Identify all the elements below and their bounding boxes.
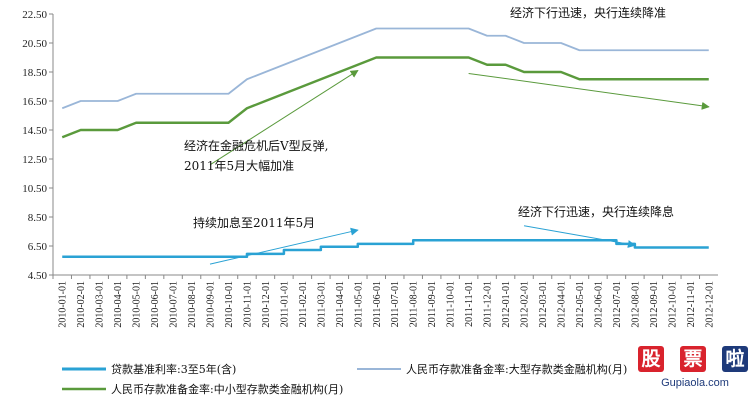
x-tick-label: 2010-11-01 xyxy=(242,281,253,327)
series-line-0 xyxy=(62,238,709,258)
x-tick-label: 2010-08-01 xyxy=(187,281,198,328)
x-tick-label: 2012-08-01 xyxy=(630,281,641,328)
x-tick-label: 2012-11-01 xyxy=(686,281,697,327)
watermark-char-piao: 票 xyxy=(680,346,706,372)
x-tick-label: 2011-09-01 xyxy=(427,281,438,327)
annotation-arrows xyxy=(209,70,710,265)
watermark-logo: 股 票 啦 Gupiaola.com xyxy=(636,346,754,400)
x-tick-label: 2011-12-01 xyxy=(483,281,494,327)
x-tick-label: 2011-11-01 xyxy=(464,281,475,327)
legend-label-small-rrr: 人民币存款准备金率:中小型存款类金融机构(月) xyxy=(111,382,343,396)
legend-item-loan-rate: 贷款基准利率:3至5年(含) xyxy=(62,362,236,376)
annotation-rate-cut: 经济下行迅速，央行连续降息 xyxy=(518,204,674,219)
x-tick-label: 2012-02-01 xyxy=(520,281,531,328)
x-tick-label: 2011-02-01 xyxy=(298,281,309,327)
watermark-url: Gupiaola.com xyxy=(661,377,729,389)
x-tick-label: 2012-10-01 xyxy=(667,281,678,328)
y-tick-label: 22.50 xyxy=(22,9,47,21)
axes xyxy=(49,13,718,279)
legend: 贷款基准利率:3至5年(含) 人民币存款准备金率:大型存款类金融机构(月) 人民… xyxy=(62,362,627,396)
x-tick-label: 2010-04-01 xyxy=(113,281,124,328)
annotation-v-rebound-line1: 经济在金融危机后V型反弹, xyxy=(184,138,328,153)
legend-label-loan-rate: 贷款基准利率:3至5年(含) xyxy=(111,362,236,376)
x-tick-label: 2012-03-01 xyxy=(538,281,549,328)
y-tick-label: 6.50 xyxy=(28,241,48,253)
legend-item-large-rrr: 人民币存款准备金率:大型存款类金融机构(月) xyxy=(357,362,627,376)
x-tick-label: 2012-05-01 xyxy=(575,281,586,328)
x-tick-label: 2011-06-01 xyxy=(372,281,383,327)
series-line-1 xyxy=(61,27,709,110)
y-tick-label: 16.50 xyxy=(22,96,47,108)
x-tick-label: 2012-06-01 xyxy=(593,281,604,328)
y-tick-label: 14.50 xyxy=(22,125,47,137)
x-tick-label: 2011-10-01 xyxy=(446,281,457,327)
x-tick-label: 2012-01-01 xyxy=(501,281,512,328)
annotation-v-rebound-line2: 2011年5月大幅加准 xyxy=(184,158,294,173)
series-line-2 xyxy=(61,56,709,139)
legend-label-large-rrr: 人民币存款准备金率:大型存款类金融机构(月) xyxy=(406,362,627,376)
annotation-rrr-cut: 经济下行迅速，央行连续降准 xyxy=(510,5,666,20)
x-tick-label: 2010-03-01 xyxy=(95,281,106,328)
x-tick-labels: 2010-01-01 2010-02-01 2010-03-01 2010-04-01… xyxy=(58,281,716,328)
y-tick-label: 18.50 xyxy=(22,67,47,79)
x-tick-label: 2010-10-01 xyxy=(224,281,235,328)
y-tick-label: 12.50 xyxy=(22,154,47,166)
y-tick-labels: 4.50 6.50 8.50 10.50 12.50 14.50 16.50 18.50 20.… xyxy=(22,9,47,282)
x-tick-label: 2011-08-01 xyxy=(409,281,420,327)
x-tick-label: 2012-07-01 xyxy=(612,281,623,328)
annotation-arrow-2 xyxy=(209,227,359,265)
x-tick-label: 2011-05-01 xyxy=(353,281,364,327)
x-tick-label: 2011-01-01 xyxy=(279,281,290,327)
x-tick-label: 2010-02-01 xyxy=(76,281,87,328)
annotation-arrow-1 xyxy=(468,72,710,110)
x-tick-label: 2010-06-01 xyxy=(150,281,161,328)
x-tick-label: 2011-07-01 xyxy=(390,281,401,327)
x-tick-label: 2010-05-01 xyxy=(132,281,143,328)
x-tick-label: 2012-12-01 xyxy=(704,281,715,328)
x-tick-label: 2010-07-01 xyxy=(169,281,180,328)
x-tick-label: 2012-09-01 xyxy=(649,281,660,328)
x-tick-label: 2011-04-01 xyxy=(335,281,346,327)
x-tick-label: 2010-01-01 xyxy=(58,281,69,328)
annotation-rate-hikes: 持续加息至2011年5月 xyxy=(193,215,315,230)
watermark-char-gu: 股 xyxy=(638,346,664,372)
x-tick-label: 2010-12-01 xyxy=(261,281,272,328)
annotation-arrow-3 xyxy=(523,225,636,248)
y-tick-label: 20.50 xyxy=(22,38,47,50)
watermark-char-la: 啦 xyxy=(722,346,748,372)
y-tick-label: 10.50 xyxy=(22,183,47,195)
x-tick-label: 2011-03-01 xyxy=(316,281,327,327)
x-tick-label: 2012-04-01 xyxy=(556,281,567,328)
legend-item-small-rrr: 人民币存款准备金率:中小型存款类金融机构(月) xyxy=(62,382,343,396)
y-tick-label: 8.50 xyxy=(28,212,48,224)
y-tick-label: 4.50 xyxy=(28,270,48,282)
series-lines xyxy=(61,27,709,258)
x-tick-label: 2010-09-01 xyxy=(206,281,217,328)
annotation-arrow-0 xyxy=(209,70,359,166)
